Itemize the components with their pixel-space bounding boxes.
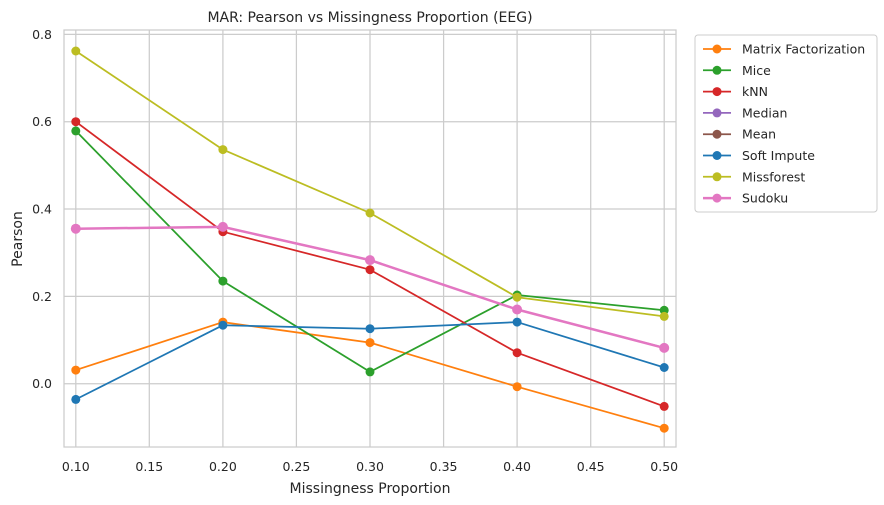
legend-item: Mice — [703, 63, 771, 78]
legend-item: Soft Impute — [703, 148, 815, 163]
data-point — [71, 126, 81, 136]
legend-marker — [712, 108, 722, 118]
data-point — [218, 320, 228, 330]
y-axis-ticks: 0.0 0.2 0.4 0.6 0.8 — [32, 27, 52, 391]
legend-label: Median — [742, 105, 787, 120]
data-point — [218, 276, 228, 286]
data-point — [218, 145, 228, 155]
x-tick-label: 0.15 — [135, 459, 163, 474]
data-point — [365, 265, 375, 275]
data-point — [71, 394, 81, 404]
data-point — [70, 223, 81, 234]
legend-label: Missforest — [742, 169, 805, 184]
legend-marker — [712, 44, 722, 54]
data-point — [512, 382, 522, 392]
data-point — [71, 365, 81, 375]
y-tick-label: 0.8 — [32, 27, 52, 42]
legend-marker — [712, 193, 722, 203]
legend-marker — [712, 172, 722, 182]
y-tick-label: 0.2 — [32, 289, 52, 304]
data-point — [659, 363, 669, 372]
data-point — [365, 367, 375, 377]
data-point — [659, 342, 670, 353]
y-tick-label: 0.6 — [32, 114, 52, 129]
x-tick-label: 0.35 — [430, 459, 458, 474]
legend-label: Sudoku — [742, 191, 788, 206]
legend-marker — [712, 129, 722, 139]
data-point — [659, 423, 669, 433]
legend-item: kNN — [703, 84, 768, 99]
legend-label: Soft Impute — [742, 148, 815, 163]
data-point — [71, 117, 81, 127]
data-point — [659, 401, 669, 411]
data-point — [512, 304, 523, 315]
data-point — [365, 255, 375, 266]
x-axis-ticks: 0.10 0.15 0.20 0.25 0.30 0.35 0.40 0.45 0.50 — [62, 459, 678, 474]
plot-frame — [63, 29, 677, 448]
series-layer — [70, 46, 670, 433]
data-point — [71, 46, 81, 56]
series-knn — [71, 117, 669, 411]
data-point — [365, 338, 375, 348]
x-tick-label: 0.30 — [356, 459, 384, 474]
series-sudoku — [70, 221, 670, 353]
legend-marker — [712, 87, 722, 97]
legend-label: Mice — [742, 63, 771, 78]
x-tick-label: 0.40 — [503, 459, 531, 474]
x-tick-label: 0.10 — [62, 459, 90, 474]
y-tick-label: 0.0 — [32, 376, 52, 391]
data-point — [217, 221, 228, 232]
x-tick-label: 0.20 — [209, 459, 237, 474]
y-tick-label: 0.4 — [32, 202, 52, 217]
legend-item: Sudoku — [703, 191, 788, 206]
legend-marker — [712, 151, 722, 160]
legend-item: Missforest — [703, 169, 805, 184]
data-point — [365, 208, 375, 218]
data-point — [512, 292, 522, 302]
data-point — [365, 324, 375, 334]
legend: Matrix Factorization Mice kNN Median Mean Sof… — [694, 34, 878, 213]
grid — [64, 30, 676, 447]
data-point — [512, 348, 522, 358]
legend-label: kNN — [742, 84, 768, 99]
y-axis-label: Pearson — [10, 211, 26, 267]
x-axis-label: Missingness Proportion — [290, 481, 451, 497]
chart-title: MAR: Pearson vs Missingness Proportion (… — [207, 10, 532, 26]
series-missforest — [71, 46, 669, 321]
data-point — [659, 311, 669, 321]
legend-marker — [712, 65, 722, 75]
x-tick-label: 0.45 — [577, 459, 605, 474]
legend-label: Matrix Factorization — [742, 42, 865, 57]
legend-item: Mean — [703, 127, 776, 142]
x-tick-label: 0.25 — [282, 459, 310, 474]
series-soft-impute — [71, 317, 669, 404]
legend-frame — [694, 34, 878, 213]
x-tick-label: 0.50 — [650, 459, 678, 474]
data-point — [512, 317, 522, 327]
legend-item: Median — [703, 105, 787, 120]
legend-label: Mean — [742, 127, 776, 142]
legend-item: Matrix Factorization — [703, 42, 865, 57]
